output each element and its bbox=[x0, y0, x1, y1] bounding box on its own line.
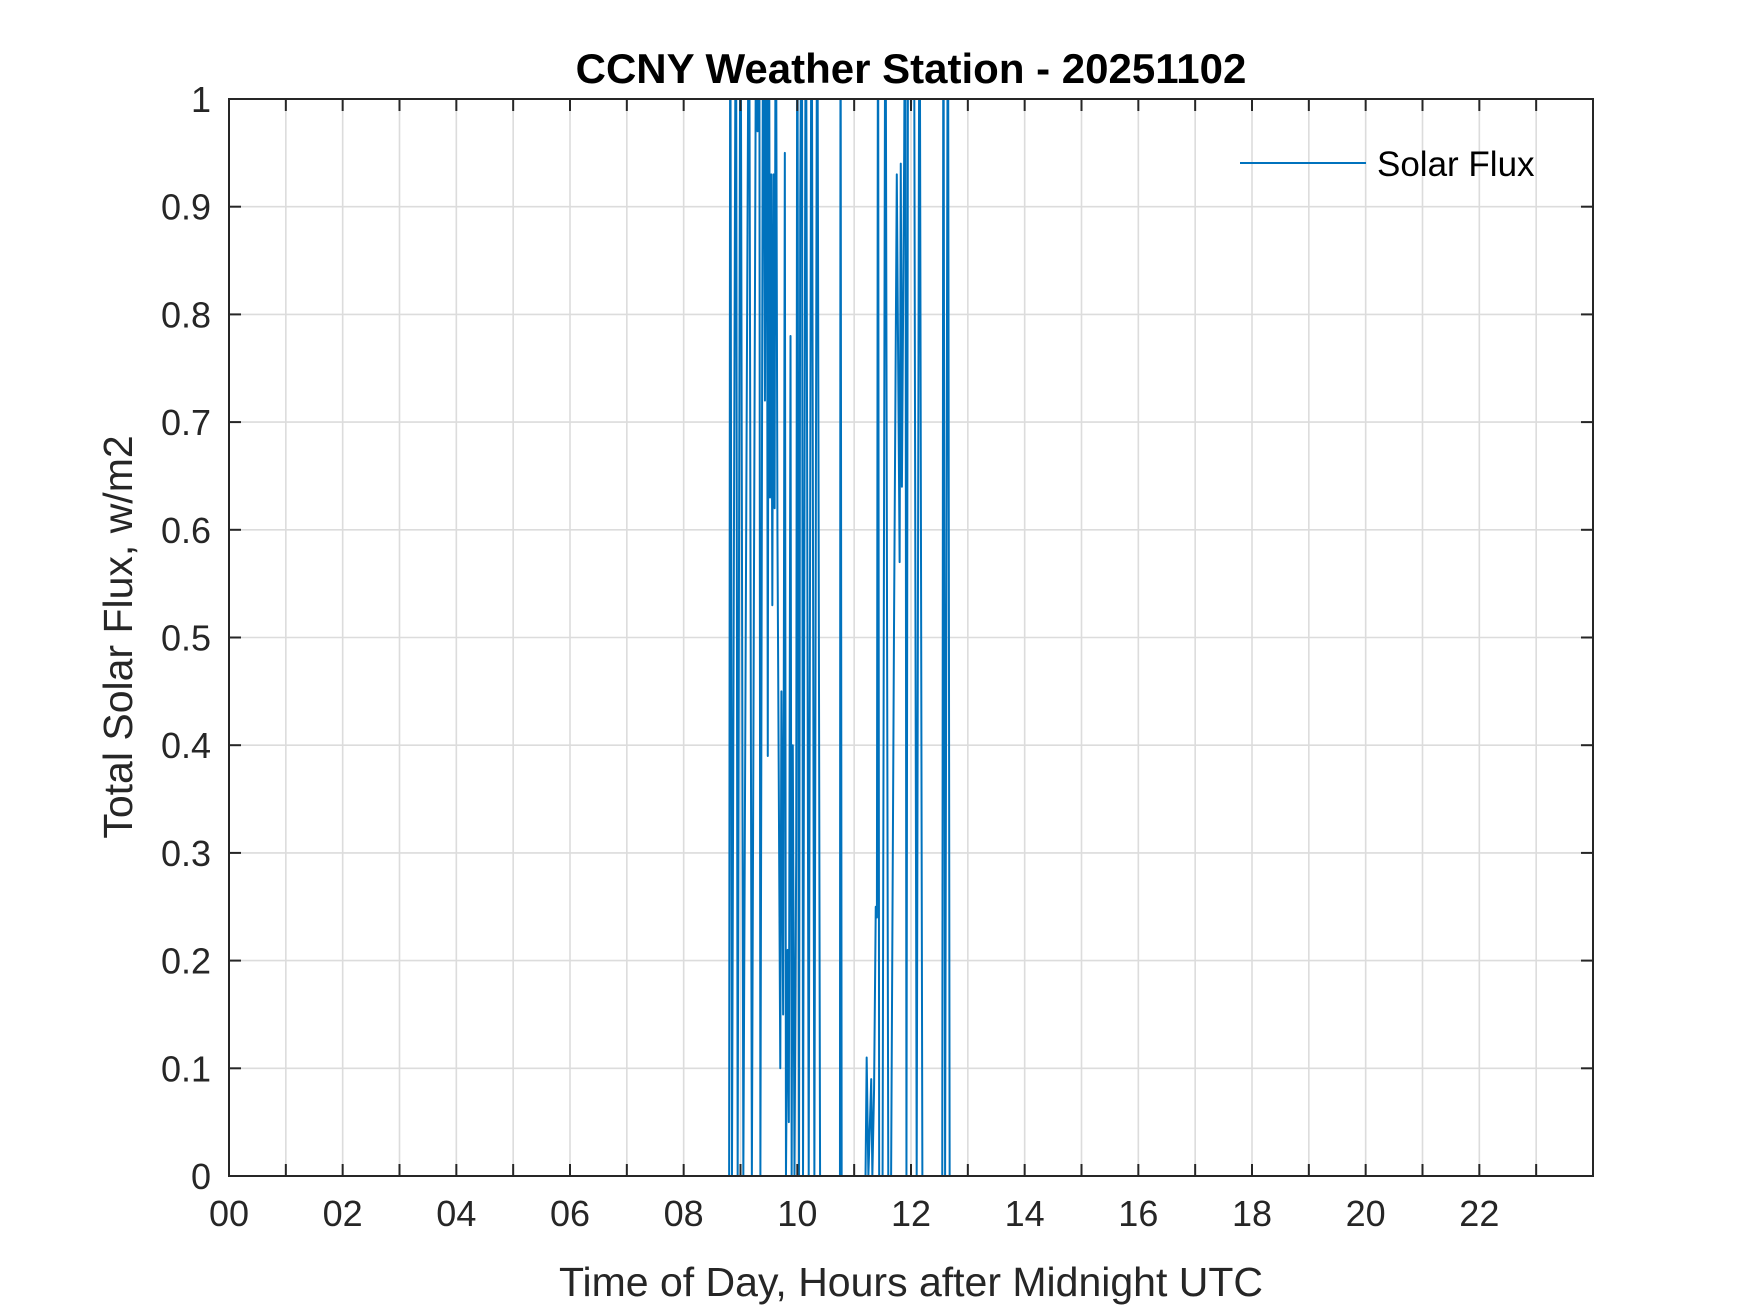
plot-area bbox=[728, 99, 1593, 1176]
grid-lines bbox=[229, 99, 1593, 1176]
y-tick-label: 0.3 bbox=[161, 833, 211, 874]
y-tick-label: 0.7 bbox=[161, 402, 211, 443]
y-tick-label: 0.6 bbox=[161, 510, 211, 551]
y-tick-label: 0.2 bbox=[161, 941, 211, 982]
x-tick-label: 20 bbox=[1346, 1193, 1386, 1234]
legend: Solar Flux bbox=[1240, 145, 1535, 184]
y-tick-label: 0.5 bbox=[161, 618, 211, 659]
x-tick-label: 18 bbox=[1232, 1193, 1272, 1234]
y-tick-label: 0 bbox=[191, 1156, 211, 1197]
y-axis-label: Total Solar Flux, w/m2 bbox=[95, 435, 141, 838]
x-tick-label: 00 bbox=[209, 1193, 249, 1234]
series-line-solar-flux bbox=[728, 99, 1593, 1176]
y-tick-label: 0.4 bbox=[161, 725, 211, 766]
y-tick-labels: 0 0.1 0.2 0.3 0.4 0.5 0.6 0.7 0.8 0.9 1 bbox=[161, 79, 211, 1197]
x-tick-label: 16 bbox=[1118, 1193, 1158, 1234]
x-tick-label: 02 bbox=[323, 1193, 363, 1234]
x-tick-label: 08 bbox=[664, 1193, 704, 1234]
x-tick-label: 10 bbox=[777, 1193, 817, 1234]
x-tick-label: 04 bbox=[436, 1193, 476, 1234]
x-tick-label: 12 bbox=[891, 1193, 931, 1234]
tick-marks bbox=[228, 98, 1593, 1177]
x-tick-labels: 00 02 04 06 08 10 12 14 16 18 20 22 bbox=[209, 1193, 1499, 1234]
x-tick-label: 14 bbox=[1005, 1193, 1045, 1234]
y-tick-label: 0.1 bbox=[161, 1048, 211, 1089]
y-tick-label: 1 bbox=[191, 79, 211, 120]
x-tick-label: 06 bbox=[550, 1193, 590, 1234]
x-axis-label: Time of Day, Hours after Midnight UTC bbox=[559, 1259, 1263, 1305]
chart-title: CCNY Weather Station - 20251102 bbox=[576, 45, 1247, 92]
y-tick-label: 0.8 bbox=[161, 294, 211, 335]
y-tick-label: 0.9 bbox=[161, 187, 211, 228]
legend-label-solar-flux: Solar Flux bbox=[1377, 145, 1535, 184]
x-tick-label: 22 bbox=[1459, 1193, 1499, 1234]
